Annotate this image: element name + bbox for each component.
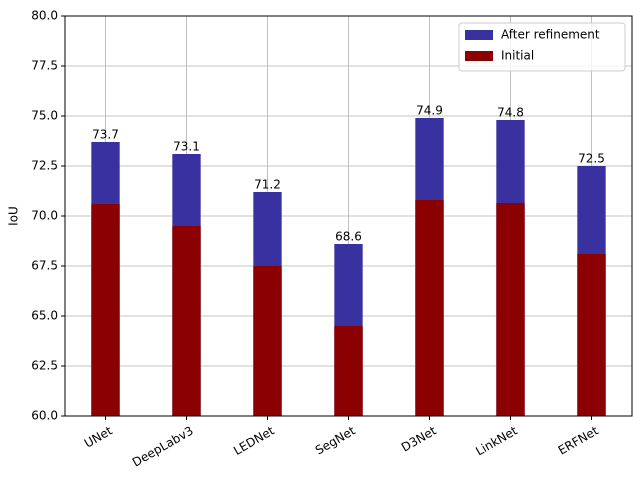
y-tick-label: 77.5	[31, 59, 58, 73]
x-tick-label: UNet	[82, 423, 115, 450]
bars	[91, 118, 606, 416]
bar	[334, 326, 363, 416]
bar	[91, 204, 120, 416]
y-tick-label: 65.0	[31, 309, 58, 323]
y-axis-label: IoU	[7, 206, 21, 226]
y-tick-label: 60.0	[31, 409, 58, 423]
y-tick-label: 80.0	[31, 9, 58, 23]
legend-label: Initial	[501, 49, 534, 63]
legend-swatch	[465, 30, 493, 40]
data-label: 73.1	[173, 140, 200, 154]
data-label: 74.8	[497, 106, 524, 120]
data-label: 71.2	[254, 178, 281, 192]
legend-swatch	[465, 51, 493, 61]
bar	[577, 254, 606, 416]
legend-label: After refinement	[501, 28, 600, 42]
plot-frame	[64, 15, 633, 417]
data-label: 68.6	[335, 230, 362, 244]
x-tick-label: D3Net	[399, 423, 439, 454]
y-tick-label: 70.0	[31, 209, 58, 223]
bar	[172, 226, 201, 416]
data-label: 74.9	[416, 104, 443, 118]
y-tick-label: 67.5	[31, 259, 58, 273]
bar	[415, 200, 444, 416]
bar	[496, 203, 525, 416]
y-tick-label: 75.0	[31, 109, 58, 123]
data-label: 73.7	[92, 128, 119, 142]
x-tick-label: LEDNet	[231, 423, 277, 458]
x-tick-label: SegNet	[313, 423, 358, 457]
legend-box	[458, 22, 626, 72]
x-tick-label: LinkNet	[473, 423, 520, 458]
x-tick-label: ERFNet	[556, 423, 601, 457]
y-tick-label: 62.5	[31, 359, 58, 373]
bar	[253, 266, 282, 416]
y-tick-label: 72.5	[31, 159, 58, 173]
data-label: 72.5	[578, 152, 605, 166]
x-tick-label: DeepLabv3	[130, 424, 196, 470]
